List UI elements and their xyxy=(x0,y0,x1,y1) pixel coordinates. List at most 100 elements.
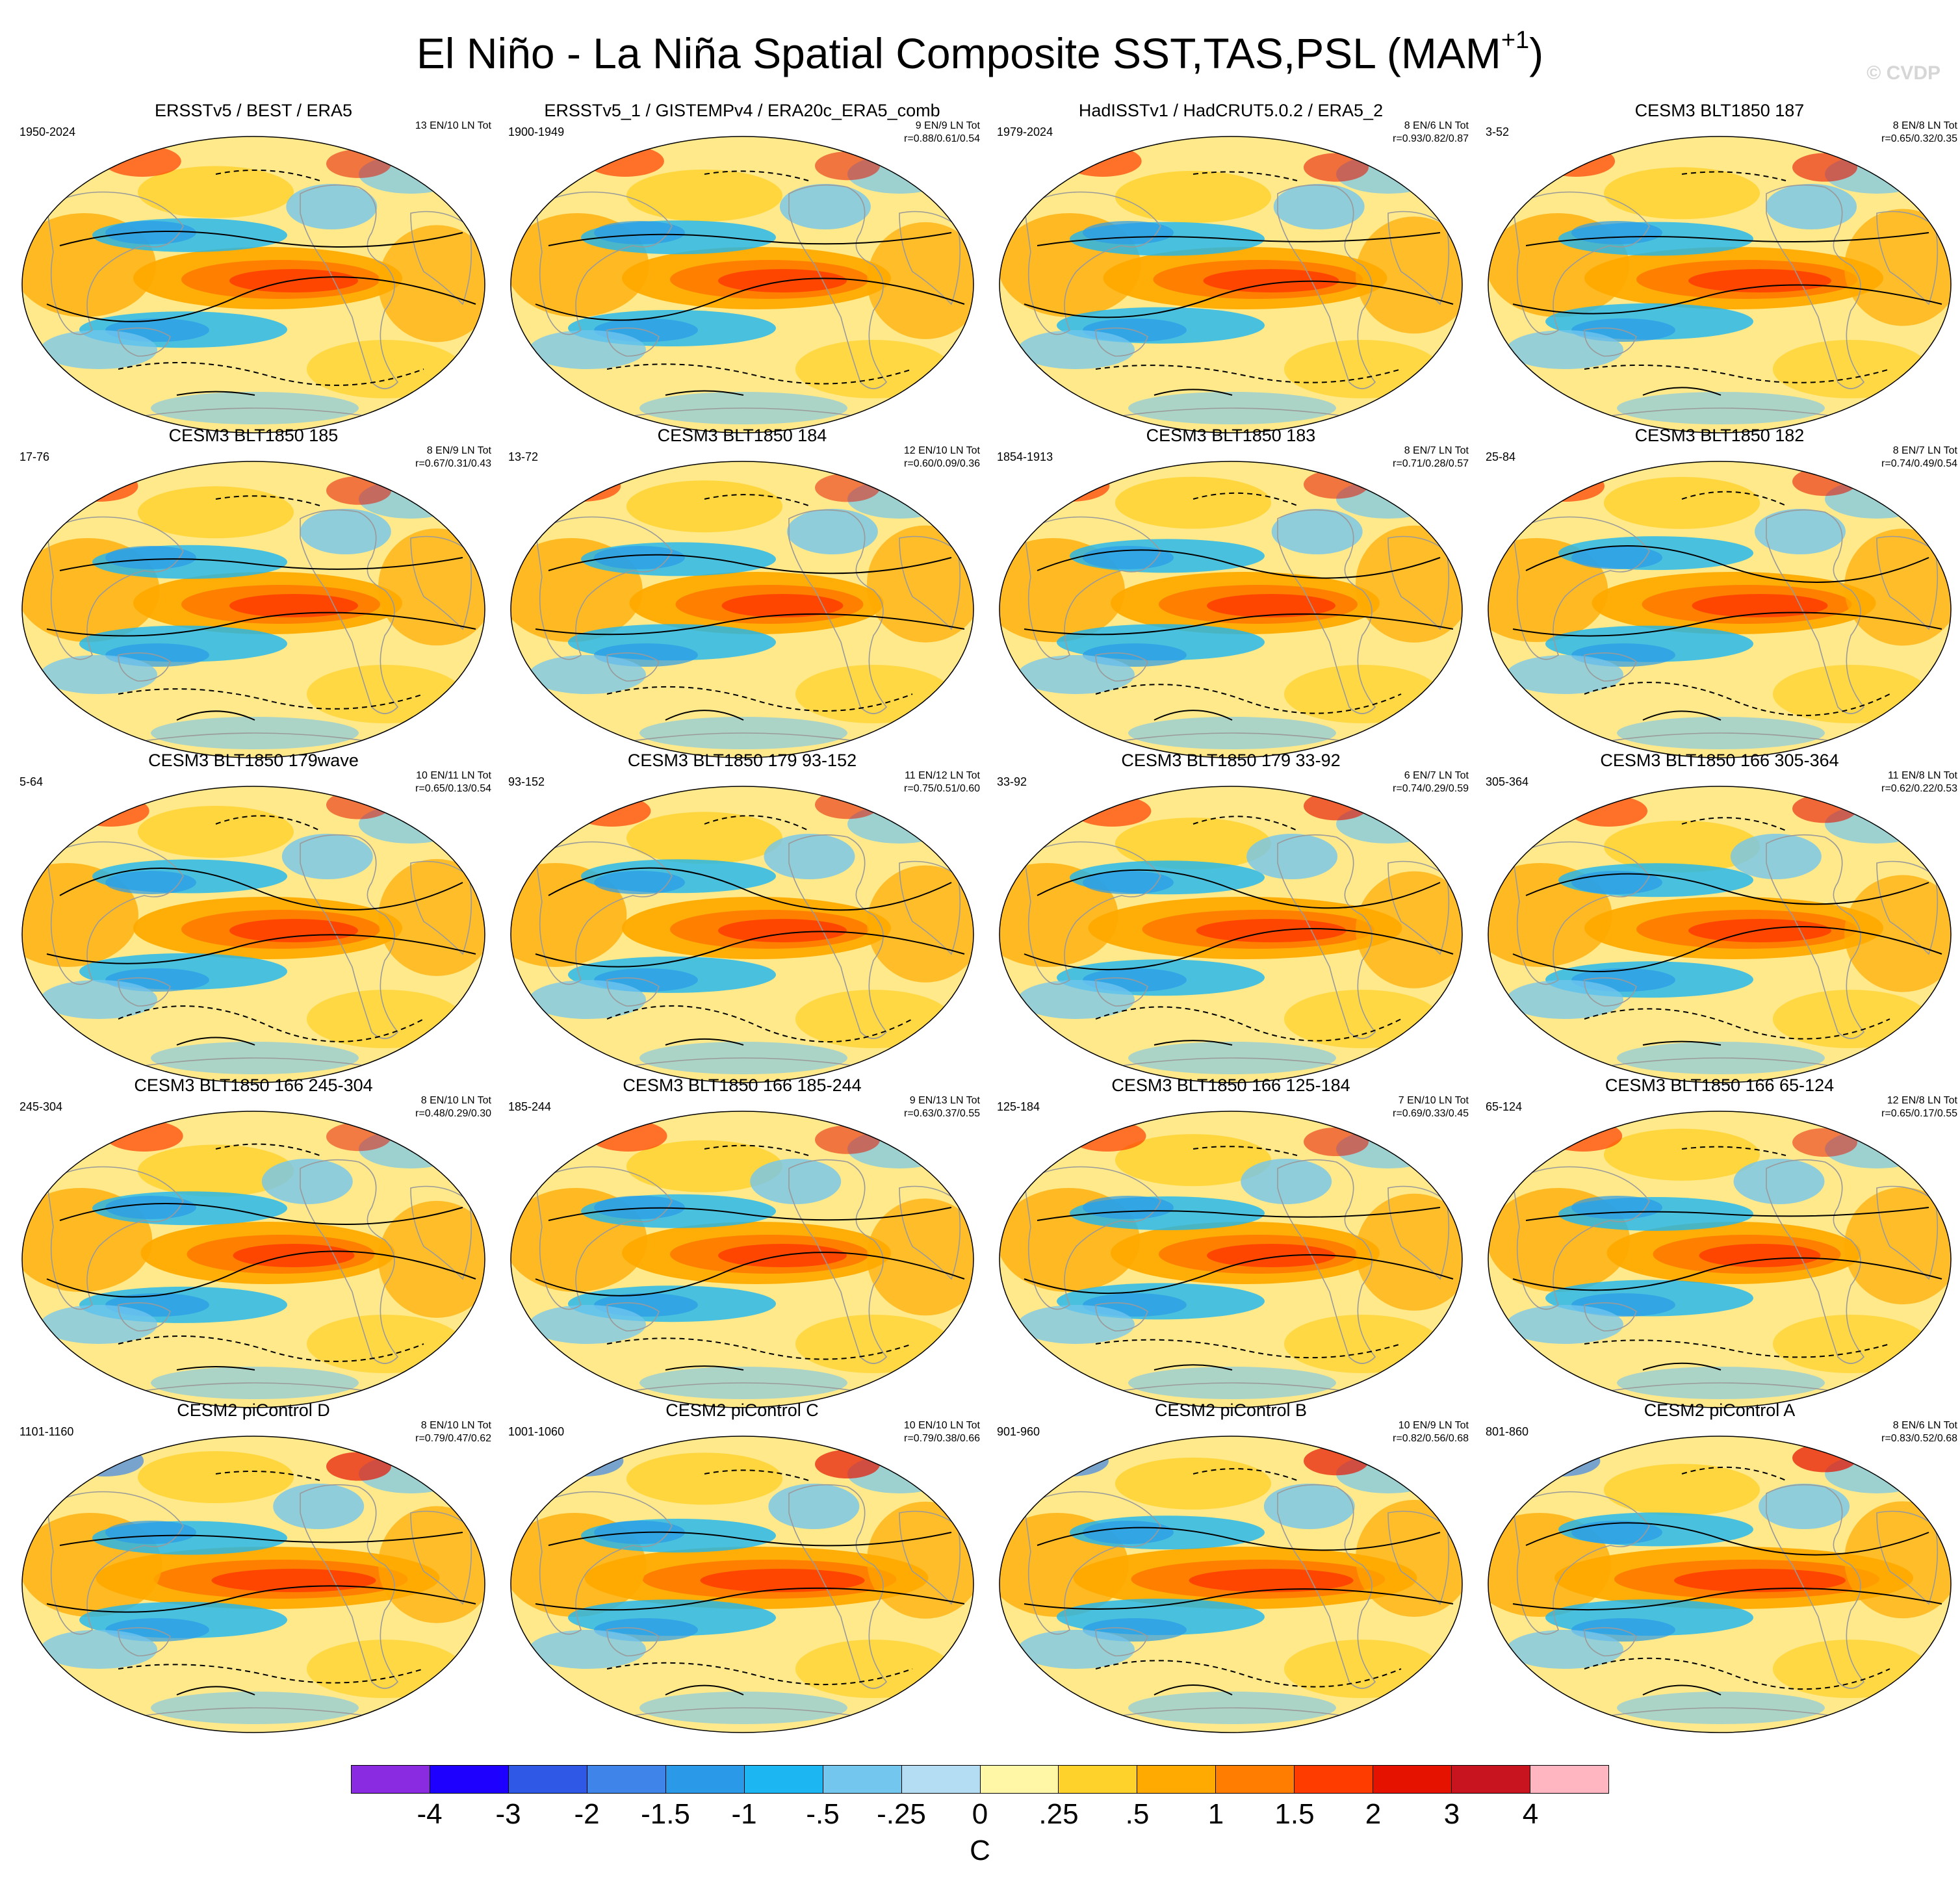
psl-contour xyxy=(1512,1257,1942,1291)
coastline xyxy=(1277,1159,1376,1364)
anomaly-region xyxy=(1527,470,1605,502)
anomaly-region xyxy=(105,1120,183,1152)
anomaly-region xyxy=(229,919,358,942)
psl-contour xyxy=(215,495,320,506)
panel-years: 1854-1913 xyxy=(997,450,1053,463)
coastline xyxy=(535,1166,673,1310)
map-panel: CESM3 BLT1850 166 305-364 305-364 11 EN/8 … xyxy=(1478,750,1960,1088)
coastline xyxy=(1024,1491,1161,1635)
anomaly-region xyxy=(71,795,149,827)
anomaly-region xyxy=(1506,1630,1623,1669)
coastline xyxy=(788,184,888,389)
anomaly-region xyxy=(1271,509,1363,554)
anomaly-region xyxy=(1284,990,1440,1048)
psl-contour xyxy=(704,170,809,181)
colorbar-swatch xyxy=(587,1766,666,1793)
anomaly-region xyxy=(1284,1315,1440,1373)
anomaly-region xyxy=(1488,1513,1611,1617)
anomaly-region xyxy=(815,1450,880,1478)
panel-stats: 8 EN/6 LN Tot r=0.93/0.82/0.87 xyxy=(1393,120,1469,146)
psl-contour xyxy=(1024,1254,1454,1295)
coastline xyxy=(535,191,673,335)
coastline xyxy=(1512,516,1650,660)
anomaly-region xyxy=(594,546,685,569)
coastline xyxy=(1089,1382,1376,1397)
anomaly-region xyxy=(795,1640,951,1698)
coastline xyxy=(606,1627,660,1656)
anomaly-region xyxy=(1304,1128,1369,1156)
psl-contour xyxy=(548,1207,952,1221)
psl-contour xyxy=(535,277,965,321)
anomaly-region xyxy=(1792,794,1857,823)
psl-contour xyxy=(606,686,913,712)
map-panel: CESM3 BLT1850 166 245-304 245-304 8 EN/10 … xyxy=(12,1075,495,1413)
panel-years: 1900-1949 xyxy=(508,125,565,138)
coastline xyxy=(118,652,171,682)
anomaly-region xyxy=(589,1120,667,1152)
coastline xyxy=(1876,535,1939,630)
coastline xyxy=(1584,652,1637,682)
coastline xyxy=(410,1510,472,1605)
anomaly-region xyxy=(700,1569,865,1592)
colorbar-tick-label: -1 xyxy=(731,1798,757,1830)
panel-years: 125-184 xyxy=(997,1100,1040,1113)
panel-title: CESM3 BLT1850 166 185-244 xyxy=(623,1076,862,1095)
coastline xyxy=(788,834,888,1039)
coastline xyxy=(899,535,961,630)
anomaly-region xyxy=(378,225,485,342)
map-panel: CESM3 BLT1850 187 3-52 8 EN/8 LN Tot r=0.65… xyxy=(1478,100,1960,438)
psl-contour xyxy=(1681,491,1786,506)
main-title-text: El Niño - La Niña Spatial Composite SST,… xyxy=(416,29,1501,77)
anomaly-region xyxy=(1018,1630,1135,1669)
coastline xyxy=(46,1491,184,1635)
anomaly-region xyxy=(40,1305,157,1344)
anomaly-region xyxy=(307,1315,463,1373)
anomaly-region xyxy=(1773,665,1929,723)
anomaly-region xyxy=(138,166,294,218)
anomaly-region xyxy=(1304,153,1369,182)
coastline xyxy=(118,1627,171,1656)
psl-contour xyxy=(59,1532,463,1546)
panel-event-counts: 10 EN/11 LN Tot xyxy=(416,770,491,781)
psl-contour xyxy=(1193,1468,1298,1481)
panel-correlations: r=0.63/0.37/0.55 xyxy=(904,1108,980,1119)
map-border xyxy=(999,461,1463,758)
anomaly-region xyxy=(300,509,391,554)
map-border xyxy=(1488,786,1952,1083)
panel-years: 33-92 xyxy=(997,775,1027,788)
colorbar-tick-label: 1 xyxy=(1207,1798,1224,1830)
anomaly-region xyxy=(1488,538,1608,642)
anomaly-region xyxy=(1115,818,1271,870)
panel-event-counts: 8 EN/6 LN Tot xyxy=(1892,1420,1957,1431)
robinson-map xyxy=(21,1111,485,1408)
coastline xyxy=(1512,1491,1650,1635)
psl-contour xyxy=(535,931,965,968)
anomaly-region xyxy=(768,1484,860,1529)
anomaly-region xyxy=(1844,875,1951,992)
robinson-map xyxy=(510,461,974,758)
anomaly-region xyxy=(105,546,196,569)
psl-contour xyxy=(118,688,424,710)
map-border xyxy=(1488,1111,1952,1408)
coastline xyxy=(1277,509,1376,714)
coastline xyxy=(1024,841,1161,985)
panel-years: 13-72 xyxy=(508,450,539,463)
anomaly-region xyxy=(1284,1640,1440,1698)
robinson-map xyxy=(510,786,974,1083)
psl-contour xyxy=(1037,1527,1441,1551)
psl-contour xyxy=(1095,1660,1402,1688)
colorbar-swatch xyxy=(1059,1766,1138,1793)
coastline xyxy=(1577,407,1864,422)
map-border xyxy=(1488,136,1952,433)
psl-contour xyxy=(548,867,952,911)
robinson-map xyxy=(999,136,1463,433)
colorbar-tick-label: -4 xyxy=(417,1798,443,1830)
panel-stats: 8 EN/10 LN Tot r=0.48/0.29/0.30 xyxy=(415,1094,491,1120)
map-panel: CESM3 BLT1850 179 93-152 93-152 11 EN/12 L… xyxy=(500,750,984,1088)
panel-title: CESM3 BLT1850 166 125-184 xyxy=(1111,1076,1350,1095)
panel-event-counts: 11 EN/12 LN Tot xyxy=(905,770,980,781)
anomaly-region xyxy=(1356,1500,1462,1617)
anomaly-region xyxy=(1031,1445,1109,1476)
main-title-superscript: +1 xyxy=(1501,27,1530,54)
coastline xyxy=(118,1302,171,1332)
